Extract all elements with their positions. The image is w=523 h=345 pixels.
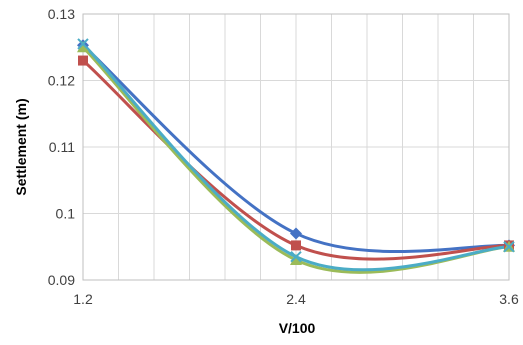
y-tick-label: 0.11 bbox=[49, 139, 75, 155]
x-axis-title: V/100 bbox=[279, 320, 316, 336]
y-axis-title: Settlement (m) bbox=[13, 98, 29, 195]
x-tick-label: 1.2 bbox=[73, 291, 93, 307]
x-tick-label: 3.6 bbox=[499, 291, 519, 307]
x-tick-label: 2.4 bbox=[286, 291, 306, 307]
grid bbox=[83, 14, 509, 280]
y-tick-label: 0.12 bbox=[48, 73, 75, 89]
series-1-marker bbox=[290, 227, 302, 239]
y-tick-labels: 0.09 0.1 0.11 0.12 0.13 bbox=[48, 6, 75, 288]
x-tick-labels: 1.2 2.4 3.6 bbox=[73, 291, 519, 307]
y-tick-label: 0.1 bbox=[56, 206, 76, 222]
series-2-marker bbox=[291, 240, 301, 250]
series-2-marker bbox=[78, 56, 88, 66]
y-tick-label: 0.13 bbox=[48, 6, 75, 22]
y-tick-label: 0.09 bbox=[48, 272, 75, 288]
